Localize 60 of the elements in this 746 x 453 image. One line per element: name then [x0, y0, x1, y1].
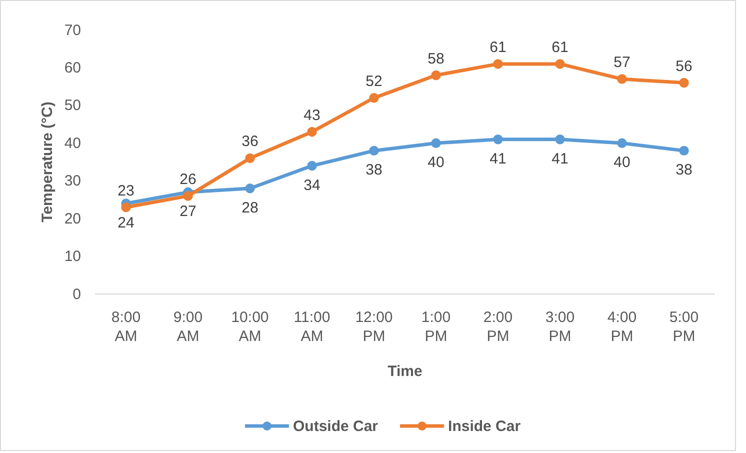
- point: [245, 184, 255, 194]
- data-label: 58: [428, 50, 444, 68]
- y-tick-label: 10: [64, 248, 81, 266]
- data-label: 38: [676, 162, 692, 179]
- data-label: 24: [118, 214, 134, 232]
- point: [307, 160, 317, 171]
- point: [121, 202, 131, 212]
- y-tick-label: 50: [64, 97, 81, 114]
- data-label: 40: [614, 154, 630, 172]
- data-label: 56: [676, 58, 692, 75]
- data-label: 43: [304, 106, 320, 124]
- data-label: 41: [552, 150, 568, 168]
- y-tick-label: 60: [64, 60, 81, 77]
- point: [431, 70, 441, 80]
- x-tick-label: 10:00 AM: [231, 309, 269, 345]
- data-label: 52: [366, 72, 382, 90]
- y-tick-label: 20: [64, 210, 81, 228]
- data-label: 61: [490, 38, 506, 56]
- point: [617, 74, 627, 84]
- legend-label: Outside Car: [293, 418, 378, 435]
- y-tick-label: 0: [72, 286, 81, 303]
- data-label: 57: [614, 54, 630, 72]
- point: [679, 146, 689, 156]
- point: [183, 191, 193, 201]
- point: [369, 93, 379, 103]
- x-tick-label: 12:00 PM: [355, 309, 393, 345]
- point: [555, 59, 565, 69]
- x-tick-label: 8:00 AM: [111, 309, 141, 345]
- data-label: 41: [490, 150, 506, 168]
- y-tick-label: 30: [64, 172, 81, 190]
- y-tick-label: 40: [64, 134, 81, 152]
- x-tick-label: 9:00 AM: [173, 309, 203, 345]
- point: [555, 134, 565, 144]
- x-tick-label: 3:00 PM: [545, 309, 575, 345]
- data-label: 28: [242, 199, 258, 216]
- point: [493, 59, 503, 69]
- point: [307, 126, 317, 137]
- data-label: 61: [552, 38, 568, 56]
- data-label: 26: [180, 170, 196, 188]
- point: [493, 134, 503, 144]
- y-tick-label: 70: [64, 22, 81, 39]
- y-axis-title: Temperature (°C): [39, 102, 56, 222]
- x-tick-label: 4:00 PM: [607, 309, 637, 345]
- data-label: 36: [242, 133, 258, 150]
- x-tick-label: 2:00 PM: [483, 309, 513, 345]
- x-axis-title: Time: [388, 363, 422, 380]
- point: [431, 138, 441, 148]
- point: [617, 138, 627, 148]
- x-tick-label: 11:00 AM: [294, 309, 330, 345]
- data-label: 38: [366, 162, 382, 179]
- point: [369, 146, 379, 156]
- x-tick-label: 1:00 PM: [421, 309, 451, 345]
- point: [679, 78, 689, 88]
- legend-label: Inside Car: [448, 418, 521, 435]
- data-label: 27: [180, 203, 196, 220]
- point: [245, 153, 255, 164]
- data-label: 34: [304, 176, 320, 194]
- data-label: 40: [428, 154, 444, 172]
- x-tick-label: 5:00 PM: [669, 309, 699, 345]
- data-label: 23: [118, 182, 134, 200]
